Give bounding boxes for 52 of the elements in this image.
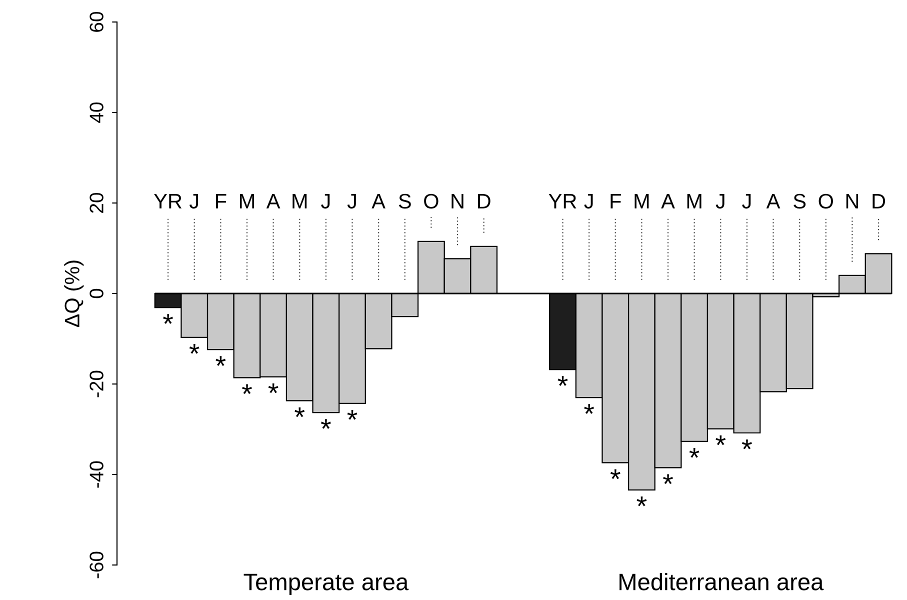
x-tick-label: M bbox=[687, 194, 702, 208]
x-tick-label: J bbox=[321, 194, 330, 209]
x-tick-label: M bbox=[240, 194, 254, 208]
x-tick-label: A bbox=[266, 194, 280, 208]
x-tick-label: M bbox=[634, 194, 649, 208]
x-tick-label: N bbox=[846, 194, 858, 208]
x-tick-label: O bbox=[818, 194, 834, 209]
data-label: * bbox=[689, 448, 700, 458]
data-label: * bbox=[216, 356, 226, 366]
data-label: * bbox=[163, 314, 174, 324]
x-tick-label: S bbox=[398, 194, 411, 209]
x-tick-label: YR bbox=[154, 194, 182, 208]
x-tick-label: D bbox=[478, 194, 490, 208]
data-label: * bbox=[268, 383, 278, 394]
y-tick-label: -40 bbox=[90, 461, 104, 488]
y-tick-label: 0 bbox=[90, 288, 104, 298]
x-tick-label: J bbox=[189, 194, 198, 209]
x-tick-label: A bbox=[661, 194, 675, 208]
data-label: * bbox=[347, 410, 358, 420]
x-tick-label: A bbox=[766, 194, 780, 208]
x-tick-label: S bbox=[794, 194, 806, 209]
data-label: * bbox=[716, 435, 726, 446]
x-tick-label: YR bbox=[548, 194, 576, 208]
x-tick-label: J bbox=[742, 194, 751, 209]
y-tick-label: -60 bbox=[90, 552, 104, 578]
data-label: * bbox=[663, 474, 673, 484]
y-axis-title: ΔQ (%) bbox=[64, 260, 84, 328]
y-tick-label: 20 bbox=[90, 192, 104, 213]
y-tick-label: 60 bbox=[90, 12, 104, 32]
data-label: * bbox=[320, 419, 331, 429]
x-tick-label: J bbox=[584, 194, 593, 209]
y-tick-label: 40 bbox=[90, 102, 104, 123]
x-tick-label: O bbox=[424, 194, 438, 209]
x-tick-label: A bbox=[372, 194, 386, 208]
x-tick-label: M bbox=[292, 194, 307, 208]
x-tick-label: D bbox=[872, 194, 886, 208]
text: Temperate area bbox=[244, 574, 409, 596]
data-label: * bbox=[189, 344, 200, 354]
data-label: * bbox=[242, 384, 252, 394]
x-tick-label: J bbox=[716, 194, 724, 209]
data-label: * bbox=[636, 496, 647, 506]
x-tick-label: F bbox=[610, 194, 621, 208]
data-label: * bbox=[610, 469, 620, 480]
x-tick-label: N bbox=[452, 194, 464, 208]
y-tick-label: -20 bbox=[90, 370, 104, 398]
data-label: * bbox=[294, 407, 305, 418]
x-tick-label: J bbox=[347, 194, 356, 209]
text: Mediterranean area bbox=[620, 573, 824, 590]
data-label: * bbox=[584, 404, 594, 414]
data-label: * bbox=[742, 439, 752, 450]
data-label: * bbox=[558, 376, 568, 386]
x-tick-label: F bbox=[216, 194, 226, 208]
